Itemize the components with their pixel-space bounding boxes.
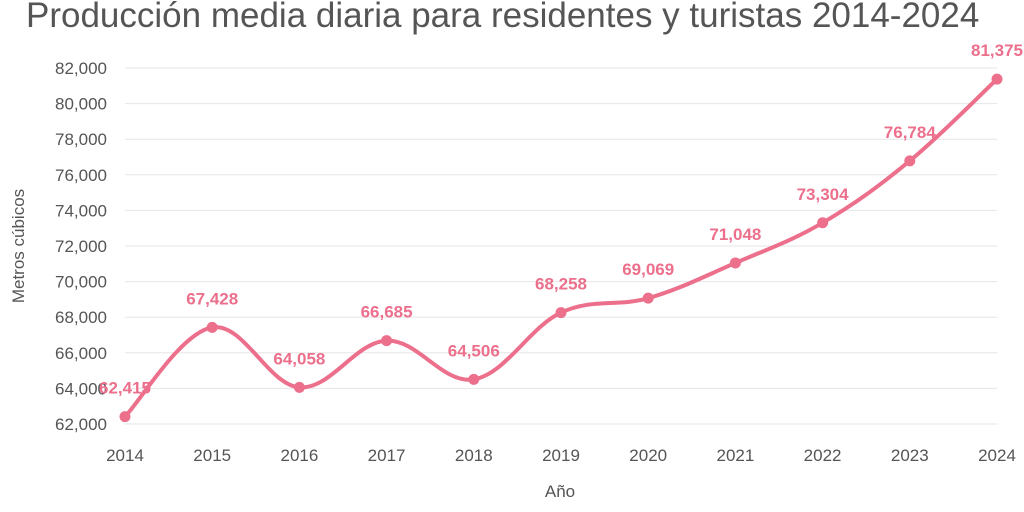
grid-lines — [125, 67, 997, 425]
x-tick-label: 2017 — [368, 446, 406, 465]
data-label: 81,375 — [971, 41, 1023, 60]
x-tick-label: 2016 — [280, 446, 318, 465]
data-point — [729, 257, 741, 269]
data-labels: 62,415 67,428 64,058 66,685 64,506 68,258 69,0… — [99, 41, 1023, 397]
y-axis-title: Metros cúbicos — [9, 189, 28, 303]
x-tick-label: 2021 — [716, 446, 754, 465]
data-point — [991, 73, 1003, 85]
data-label: 73,304 — [797, 185, 850, 204]
data-point — [817, 217, 829, 229]
y-tick-label: 76,000 — [55, 166, 107, 185]
x-tick-label: 2014 — [106, 446, 144, 465]
series-line — [123, 77, 999, 419]
y-tick-label: 74,000 — [55, 201, 107, 220]
data-label: 76,784 — [884, 123, 937, 142]
y-tick-label: 64,000 — [55, 379, 107, 398]
y-tick-label: 68,000 — [55, 308, 107, 327]
data-label: 64,506 — [448, 341, 500, 360]
x-tick-label: 2015 — [193, 446, 231, 465]
data-label: 64,058 — [273, 349, 325, 368]
x-axis-ticks: 2014 2015 2016 2017 2018 2019 2020 2021 2022 2023… — [106, 446, 1016, 465]
y-tick-label: 62,000 — [55, 415, 107, 434]
x-tick-label: 2022 — [804, 446, 842, 465]
data-point — [206, 321, 218, 333]
x-tick-label: 2023 — [891, 446, 929, 465]
data-points — [119, 73, 1003, 423]
data-point — [904, 155, 916, 167]
data-label: 66,685 — [361, 303, 413, 322]
data-label: 69,069 — [622, 260, 674, 279]
data-point — [555, 307, 567, 319]
data-label: 68,258 — [535, 275, 587, 294]
x-tick-label: 2020 — [629, 446, 667, 465]
y-tick-label: 82,000 — [55, 59, 107, 78]
x-tick-label: 2019 — [542, 446, 580, 465]
data-label: 67,428 — [186, 289, 238, 308]
data-label: 71,048 — [709, 225, 761, 244]
x-tick-label: 2018 — [455, 446, 493, 465]
y-tick-label: 72,000 — [55, 237, 107, 256]
y-tick-label: 70,000 — [55, 273, 107, 292]
data-point — [381, 335, 393, 347]
data-point — [468, 373, 480, 385]
x-tick-label: 2024 — [978, 446, 1016, 465]
chart-title: Producción media diaria para residentes … — [26, 0, 980, 35]
y-tick-label: 78,000 — [55, 130, 107, 149]
x-axis-title: Año — [545, 482, 575, 501]
y-tick-label: 80,000 — [55, 95, 107, 114]
y-axis-ticks: 62,000 64,000 66,000 68,000 70,000 72,000 74,0… — [55, 59, 107, 434]
data-point — [119, 411, 131, 423]
data-point — [293, 381, 305, 393]
data-label: 62,415 — [99, 379, 151, 398]
data-point — [642, 292, 654, 304]
y-tick-label: 66,000 — [55, 344, 107, 363]
